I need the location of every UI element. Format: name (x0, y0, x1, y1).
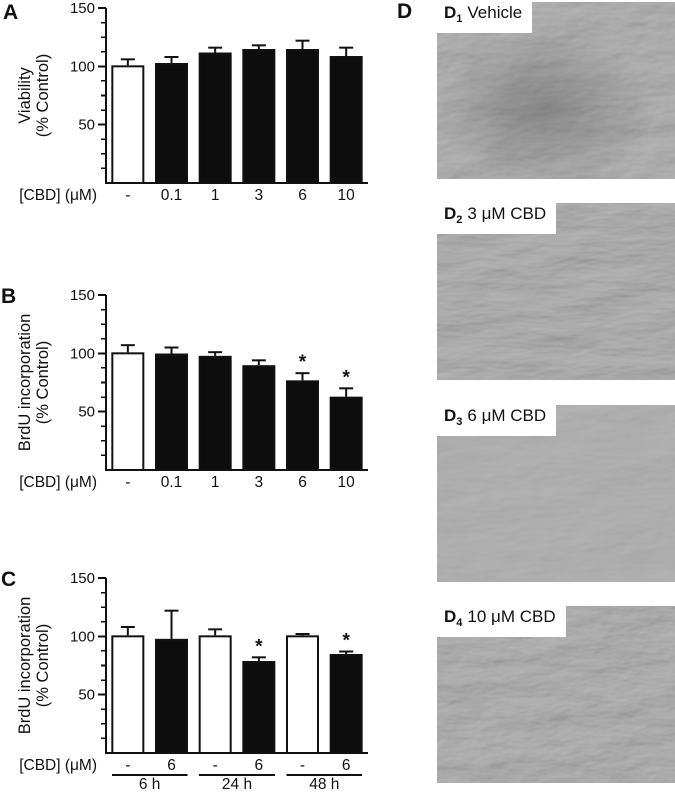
micrograph-d2-caption: 3 μM CBD (467, 204, 547, 223)
micrograph-d4-panel-sub: 4 (456, 617, 463, 629)
x-category-label-B-5: 10 (338, 474, 356, 491)
micrograph-d1-panel-id: D (444, 3, 457, 22)
micrograph-d2-panel-sub: 2 (456, 214, 463, 226)
micrograph-d3-panel-sub: 3 (456, 416, 463, 428)
bar-C-0 (111, 635, 145, 754)
x-category-label-A-5: 10 (338, 187, 356, 204)
x-category-label-C-2: - (213, 757, 218, 774)
bar-C-1 (155, 638, 188, 754)
y-tick-label-100: 100 (70, 58, 95, 75)
bar-B-5 (329, 396, 363, 471)
bar-B-3 (242, 365, 276, 471)
panel-c-brdu-time-chart: 50 100 150 - 6 - * 6 - * 6 [CBD] (μM) BrdU incorpora… (16, 570, 368, 793)
y-tick-label-150: 150 (70, 287, 95, 304)
panel-c-letter: C (1, 568, 17, 591)
bar-C-5 (329, 654, 363, 754)
y-tick-label-150: 150 (70, 0, 95, 17)
panel-b-letter: B (1, 285, 17, 308)
panel-a-letter: A (3, 1, 19, 24)
x-category-label-A-2: 1 (211, 187, 220, 204)
x-category-label-A-1: 0.1 (161, 187, 183, 204)
x-axis-title-A: [CBD] (μM) (19, 187, 97, 204)
x-category-label-C-5: 6 (342, 757, 351, 774)
x-axis-title-B: [CBD] (μM) (19, 474, 97, 491)
x-category-label-A-4: 6 (298, 187, 307, 204)
y-tick-label-100: 100 (70, 628, 95, 645)
x-category-label-B-0: - (125, 474, 130, 491)
bar-A-1 (155, 63, 188, 184)
micrograph-d2-panel-id: D (444, 204, 457, 223)
bar-A-5 (329, 56, 363, 184)
significance-marker-B-4: * (299, 352, 307, 373)
micrograph-d1-label: D1 Vehicle (437, 2, 533, 33)
x-category-label-C-0: - (125, 757, 130, 774)
y-tick-label-50: 50 (78, 404, 95, 421)
x-category-label-B-2: 1 (211, 474, 220, 491)
micrograph-d1-caption: Vehicle (467, 3, 523, 22)
bar-A-3 (242, 49, 276, 184)
bar-A-4 (286, 49, 319, 184)
bar-B-0 (111, 352, 145, 471)
x-axis-title-C: [CBD] (μM) (19, 757, 97, 774)
significance-marker-B-5: * (342, 367, 350, 388)
bar-A-2 (198, 52, 232, 184)
micrograph-d3-caption: 6 μM CBD (467, 406, 547, 425)
bar-B-1 (155, 353, 188, 471)
x-category-label-C-4: - (300, 757, 305, 774)
x-category-label-C-3: 6 (255, 757, 264, 774)
panel-a-viability-chart: 50 100 150 - 0.1 1 3 6 10 [CBD] (μM) Viability (% C… (16, 0, 368, 204)
x-category-label-B-4: 6 (298, 474, 307, 491)
group-label-2: 48 h (309, 776, 339, 793)
bar-C-2 (198, 635, 232, 754)
x-category-label-A-3: 3 (255, 187, 264, 204)
group-label-1: 24 h (222, 776, 252, 793)
micrograph-d4-label: D4 10 μM CBD (437, 606, 566, 637)
x-category-label-A-0: - (125, 187, 130, 204)
micrograph-d3-label: D3 6 μM CBD (437, 405, 557, 436)
significance-marker-C-5: * (342, 631, 350, 652)
x-category-label-C-1: 6 (167, 757, 176, 774)
micrograph-d4-panel-id: D (444, 607, 457, 626)
bar-C-4 (286, 635, 319, 754)
y-tick-label-150: 150 (70, 570, 95, 587)
x-category-label-B-1: 0.1 (161, 474, 183, 491)
micrograph-d2-label: D2 3 μM CBD (437, 203, 557, 234)
micrograph-d4-caption: 10 μM CBD (467, 607, 556, 626)
x-category-label-B-3: 3 (255, 474, 264, 491)
bar-C-3 (242, 661, 276, 754)
significance-marker-C-3: * (255, 636, 263, 657)
y-tick-label-50: 50 (78, 117, 95, 134)
panel-d-letter: D (397, 0, 413, 23)
y-axis-title-B-line1: BrdU incorporation (16, 314, 34, 452)
y-axis-title-A-line2: (% Control) (34, 54, 52, 137)
bar-B-4 (286, 380, 319, 471)
y-axis-title-C-line2: (% Control) (34, 624, 52, 707)
y-axis-title-A-line1: Viability (16, 66, 34, 123)
y-tick-label-100: 100 (70, 345, 95, 362)
bar-A-0 (111, 65, 145, 184)
bar-B-2 (198, 355, 232, 471)
panel-b-brdu-concentration-chart: 50 100 150 - 0.1 1 3 * 6 * 10 [CBD] (μM) BrdU incorp… (16, 287, 368, 491)
micrograph-d3-panel-id: D (444, 406, 457, 425)
y-tick-label-50: 50 (78, 687, 95, 704)
y-axis-title-B-line2: (% Control) (34, 341, 52, 424)
group-label-0: 6 h (139, 776, 161, 793)
micrograph-d1-panel-sub: 1 (456, 13, 463, 25)
y-axis-title-C-line1: BrdU incorporation (16, 597, 34, 735)
